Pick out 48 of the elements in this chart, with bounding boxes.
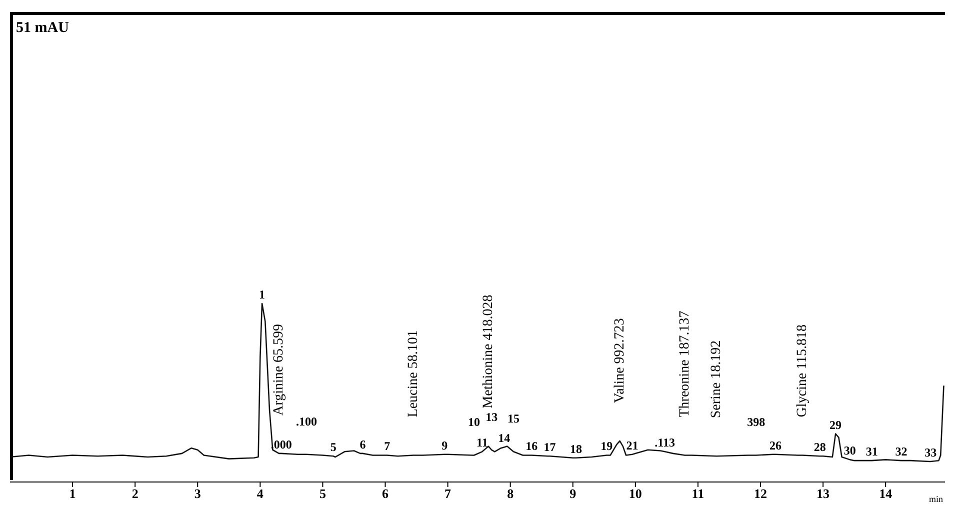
annotation: 33	[924, 445, 937, 460]
x-tick-label: 8	[507, 486, 514, 502]
annotation: .100	[296, 414, 317, 428]
x-tick-label: 6	[382, 486, 389, 502]
x-tick-label: 5	[319, 486, 326, 502]
annotation: 11	[476, 436, 488, 450]
x-tick-label: 4	[256, 486, 264, 502]
annotation: 10	[468, 415, 480, 430]
annotation: 30	[844, 444, 856, 458]
annotation: 28	[814, 440, 826, 454]
annotation: Leucine 58.101	[406, 330, 421, 418]
annotation: Methionine 418.028	[480, 294, 496, 408]
annotation: 15	[507, 412, 520, 426]
x-tick-label: 1	[69, 486, 76, 502]
annotation: Glycine 115.818	[794, 324, 810, 418]
annotation: 21	[626, 438, 638, 452]
annotation: .113	[654, 436, 675, 450]
annotation: 13	[486, 410, 498, 424]
x-axis-title: min	[928, 494, 943, 504]
annotation: 26	[770, 438, 782, 452]
x-tick-label: 11	[692, 486, 704, 502]
annotation: 398	[747, 415, 766, 430]
annotation: 32	[895, 444, 908, 459]
text: 51 mAU	[16, 20, 69, 37]
annotation: Serine 18.192	[709, 340, 724, 418]
annotation: 17	[544, 440, 556, 454]
annotation: 14	[498, 431, 510, 446]
annotation: Arginine 65.599	[271, 324, 286, 416]
annotation: 31	[866, 444, 878, 459]
annotation: 1	[259, 288, 266, 302]
x-tick-label: 3	[194, 486, 202, 502]
x-tick-label: 2	[132, 486, 138, 502]
annotation: 29	[830, 418, 842, 432]
annotation: 16	[526, 439, 538, 454]
annotation: 9	[442, 438, 448, 452]
x-tick-label: 9	[570, 486, 577, 502]
x-tick-label: 13	[816, 486, 830, 502]
x-tick-label: 14	[879, 486, 893, 502]
annotation: 19	[600, 439, 613, 454]
annotation: 18	[570, 442, 582, 456]
annotation: Threonine 187.137	[677, 310, 692, 418]
x-tick-label: 12	[754, 486, 767, 502]
annotation: 5	[330, 440, 336, 454]
annotation: 6	[360, 437, 366, 452]
x-tick-label: 10	[628, 486, 642, 502]
annotation: 7	[384, 439, 390, 454]
annotation: Valine 992.723	[612, 318, 628, 403]
x-tick-label: 7	[444, 486, 452, 502]
